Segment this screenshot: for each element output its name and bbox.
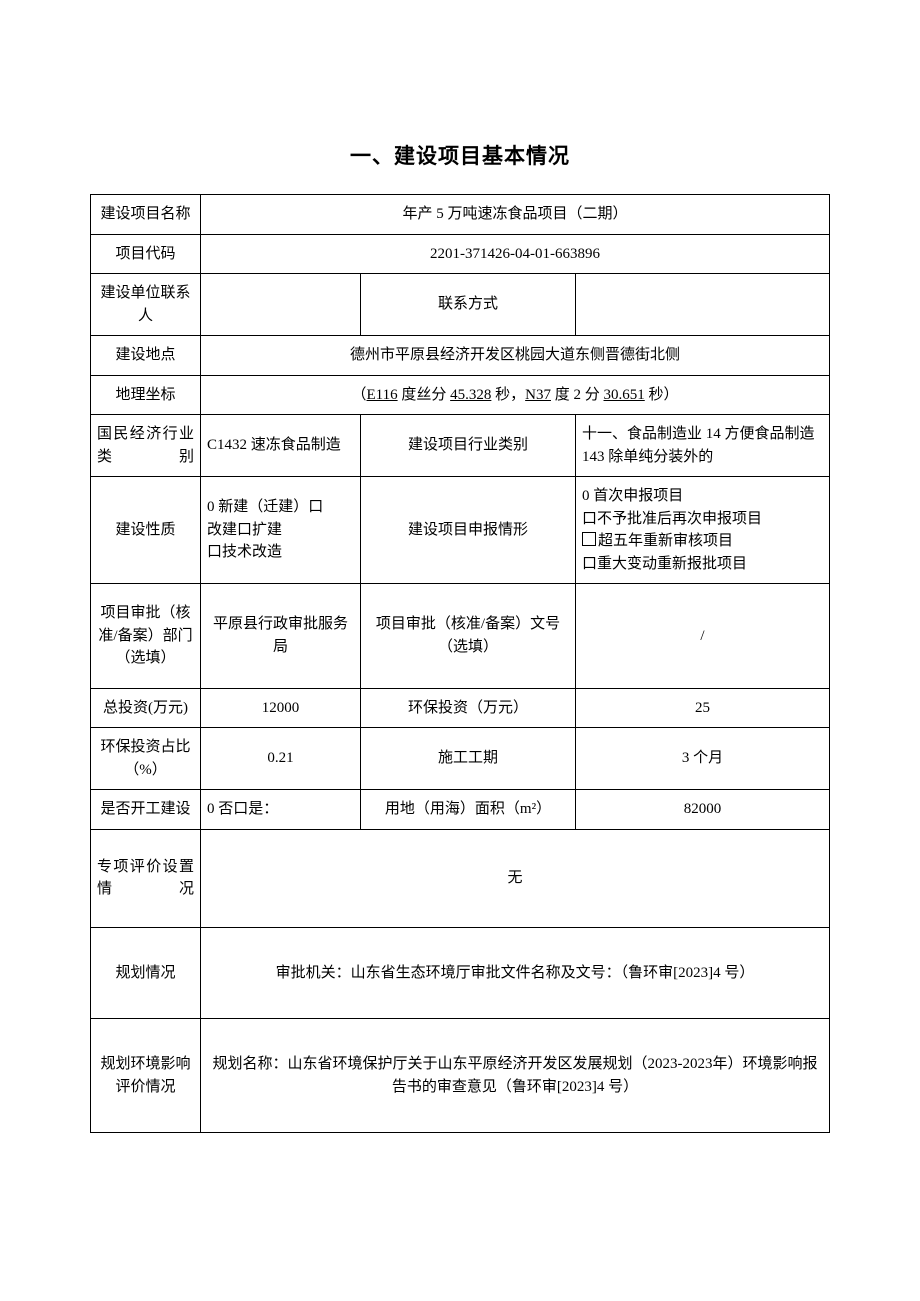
coords-prefix: （ — [351, 387, 366, 403]
label-env-invest: 环保投资（万元） — [361, 688, 576, 728]
project-info-table: 建设项目名称 年产 5 万吨速冻食品项目（二期） 项目代码 2201-37142… — [90, 194, 830, 1133]
label-special-eval: 专项评价设置情况 — [91, 829, 201, 927]
label-industry-cat: 建设项目行业类别 — [361, 415, 576, 477]
value-coords: （E116 度丝分 45.328 秒，N37 度 2 分 30.651 秒） — [201, 375, 830, 415]
value-env-invest: 25 — [576, 688, 830, 728]
table-row: 建设性质 0 新建（迁建）口 改建口扩建 口技术改造 建设项目申报情形 0 首次… — [91, 477, 830, 584]
document-page: 一、建设项目基本情况 建设项目名称 年产 5 万吨速冻食品项目（二期） 项目代码… — [0, 0, 920, 1193]
table-row: 环保投资占比（%） 0.21 施工工期 3 个月 — [91, 728, 830, 790]
coords-mid3: 度 2 分 — [551, 387, 604, 403]
value-approval-dept: 平原县行政审批服务局 — [201, 584, 361, 689]
value-env-ratio: 0.21 — [201, 728, 361, 790]
filing-opt3: 超五年重新审核项目 — [582, 530, 823, 553]
table-row: 国民经济行业类别 C1432 速冻食品制造 建设项目行业类别 十一、食品制造业 … — [91, 415, 830, 477]
value-nature: 0 新建（迁建）口 改建口扩建 口技术改造 — [201, 477, 361, 584]
coords-mid1: 度丝分 — [398, 387, 451, 403]
value-land-area: 82000 — [576, 790, 830, 830]
label-duration: 施工工期 — [361, 728, 576, 790]
value-project-name: 年产 5 万吨速冻食品项目（二期） — [201, 195, 830, 235]
filing-opt1: 0 首次申报项目 — [582, 485, 823, 508]
coords-lat-deg: N37 — [525, 387, 551, 403]
filing-opt4: 口重大变动重新报批项目 — [582, 553, 823, 576]
table-row: 项目代码 2201-371426-04-01-663896 — [91, 234, 830, 274]
label-nature: 建设性质 — [91, 477, 201, 584]
value-planning: 审批机关：山东省生态环境厅审批文件名称及文号：（鲁环审[2023]4 号） — [201, 927, 830, 1019]
label-land-area: 用地（用海）面积（m²） — [361, 790, 576, 830]
table-row: 是否开工建设 0 否口是： 用地（用海）面积（m²） 82000 — [91, 790, 830, 830]
table-row: 规划环境影响评价情况 规划名称：山东省环境保护厅关于山东平原经济开发区发展规划（… — [91, 1019, 830, 1133]
value-industry-code: C1432 速冻食品制造 — [201, 415, 361, 477]
value-total-invest: 12000 — [201, 688, 361, 728]
label-contact-person: 建设单位联系人 — [91, 274, 201, 336]
table-row: 专项评价设置情况 无 — [91, 829, 830, 927]
coords-mid2: 秒， — [491, 387, 525, 403]
filing-opt2: 口不予批准后再次申报项目 — [582, 508, 823, 531]
value-contact-method — [576, 274, 830, 336]
value-project-code: 2201-371426-04-01-663896 — [201, 234, 830, 274]
value-duration: 3 个月 — [576, 728, 830, 790]
coords-suffix: 秒） — [645, 387, 679, 403]
coords-lon-sec: 45.328 — [450, 387, 491, 403]
label-env-plan: 规划环境影响评价情况 — [91, 1019, 201, 1133]
value-special-eval: 无 — [201, 829, 830, 927]
nature-opt3: 口技术改造 — [207, 541, 354, 564]
table-row: 建设项目名称 年产 5 万吨速冻食品项目（二期） — [91, 195, 830, 235]
table-row: 建设地点 德州市平原县经济开发区桃园大道东侧晋德街北侧 — [91, 336, 830, 376]
label-location: 建设地点 — [91, 336, 201, 376]
value-env-plan: 规划名称：山东省环境保护厅关于山东平原经济开发区发展规划（2023-2023年）… — [201, 1019, 830, 1133]
nature-opt2: 改建口扩建 — [207, 519, 354, 542]
label-project-name: 建设项目名称 — [91, 195, 201, 235]
label-project-code: 项目代码 — [91, 234, 201, 274]
label-started: 是否开工建设 — [91, 790, 201, 830]
filing-opt3-text: 超五年重新审核项目 — [598, 533, 733, 549]
label-filing-type: 建设项目申报情形 — [361, 477, 576, 584]
label-contact-method: 联系方式 — [361, 274, 576, 336]
checkbox-icon — [582, 532, 596, 546]
table-row: 建设单位联系人 联系方式 — [91, 274, 830, 336]
value-industry-cat: 十一、食品制造业 14 方便食品制造 143 除单纯分装外的 — [576, 415, 830, 477]
table-row: 规划情况 审批机关：山东省生态环境厅审批文件名称及文号：（鲁环审[2023]4 … — [91, 927, 830, 1019]
value-contact-person — [201, 274, 361, 336]
label-approval-dept: 项目审批（核准/备案）部门（选填） — [91, 584, 201, 689]
value-approval-doc: / — [576, 584, 830, 689]
label-coords: 地理坐标 — [91, 375, 201, 415]
value-location: 德州市平原县经济开发区桃园大道东侧晋德街北侧 — [201, 336, 830, 376]
table-row: 总投资(万元) 12000 环保投资（万元） 25 — [91, 688, 830, 728]
label-industry-code: 国民经济行业类别 — [91, 415, 201, 477]
coords-lat-sec: 30.651 — [604, 387, 645, 403]
label-total-invest: 总投资(万元) — [91, 688, 201, 728]
label-approval-doc: 项目审批（核准/备案）文号（选填） — [361, 584, 576, 689]
section-title: 一、建设项目基本情况 — [90, 140, 830, 170]
table-row: 项目审批（核准/备案）部门（选填） 平原县行政审批服务局 项目审批（核准/备案）… — [91, 584, 830, 689]
table-row: 地理坐标 （E116 度丝分 45.328 秒，N37 度 2 分 30.651… — [91, 375, 830, 415]
value-filing-type: 0 首次申报项目 口不予批准后再次申报项目 超五年重新审核项目 口重大变动重新报… — [576, 477, 830, 584]
label-planning: 规划情况 — [91, 927, 201, 1019]
nature-opt1: 0 新建（迁建）口 — [207, 496, 354, 519]
coords-lon-deg: E116 — [367, 387, 398, 403]
value-started: 0 否口是： — [201, 790, 361, 830]
label-env-ratio: 环保投资占比（%） — [91, 728, 201, 790]
